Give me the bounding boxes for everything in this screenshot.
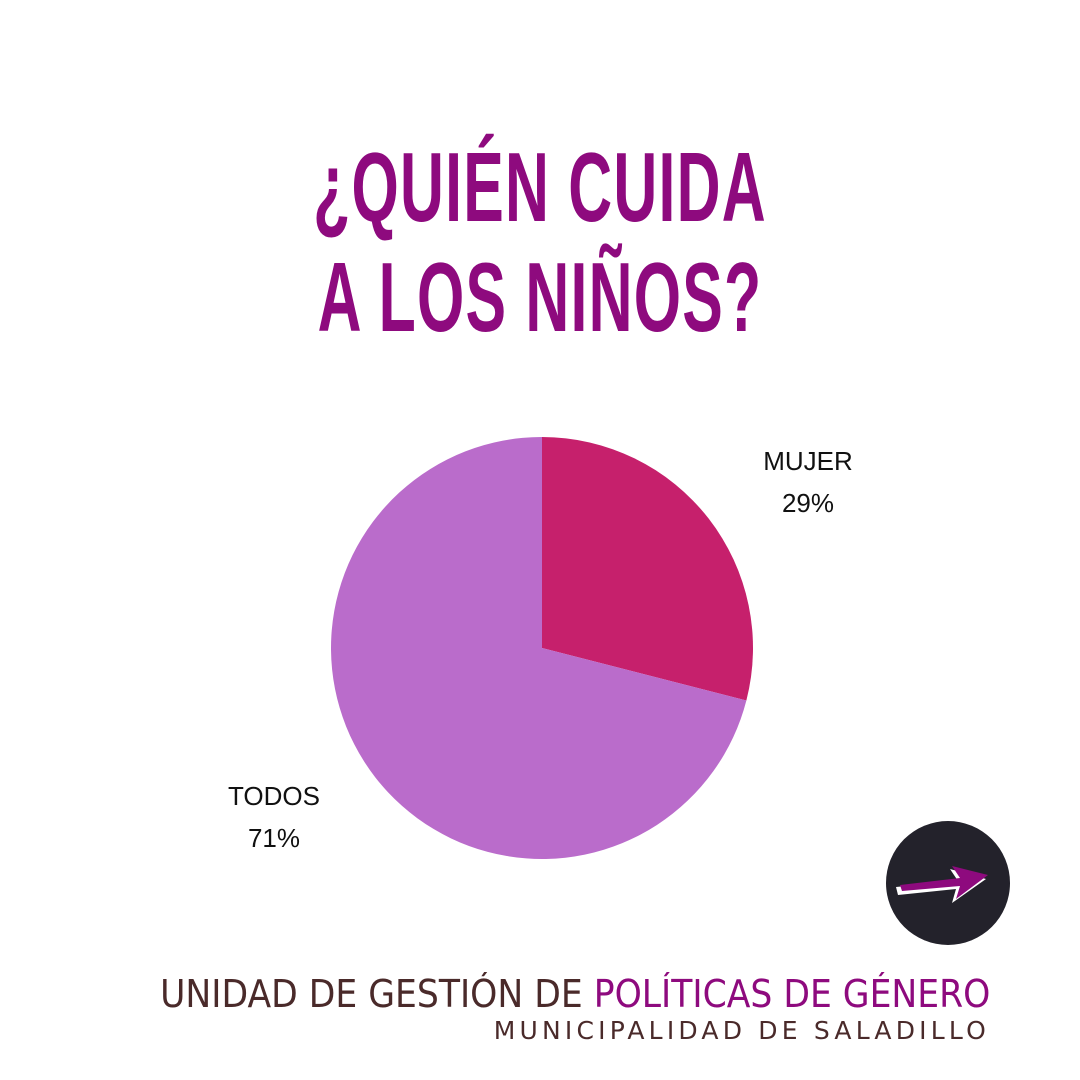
footer-organization: UNIDAD DE GESTIÓN DE POLÍTICAS DE GÉNERO bbox=[160, 972, 990, 1016]
title-line-1: ¿QUIÉN CUIDA bbox=[313, 132, 767, 242]
pie-slice-mujer bbox=[542, 437, 753, 701]
pie-slices bbox=[331, 437, 753, 859]
pie-labels: MUJER 29% TODOS 71% bbox=[228, 446, 853, 853]
title-line-2: A LOS NIÑOS? bbox=[317, 242, 763, 352]
slice-label-todos: TODOS bbox=[228, 781, 320, 811]
slice-value-todos: 71% bbox=[248, 823, 300, 853]
footer-org-text: UNIDAD DE GESTIÓN DE bbox=[159, 972, 594, 1016]
page-title: ¿QUIÉN CUIDA A LOS NIÑOS? bbox=[205, 132, 875, 352]
slice-value-mujer: 29% bbox=[782, 488, 834, 518]
slice-label-mujer: MUJER bbox=[763, 446, 853, 476]
footer-municipality: MUNICIPALIDAD DE SALADILLO bbox=[493, 1016, 990, 1045]
logo bbox=[886, 821, 1010, 945]
footer-org-accent: POLÍTICAS DE GÉNERO bbox=[593, 972, 990, 1016]
arrow-icon bbox=[896, 866, 988, 903]
pie-slice-todos bbox=[331, 437, 747, 859]
